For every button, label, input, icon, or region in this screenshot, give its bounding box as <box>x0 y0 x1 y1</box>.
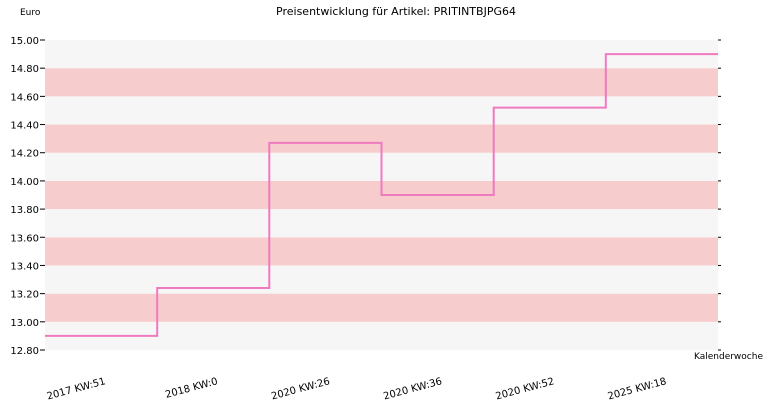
plot-band <box>45 293 718 322</box>
y-tick-label: 14.20 <box>10 149 39 160</box>
plot-band <box>45 68 718 97</box>
plot-band <box>45 265 718 294</box>
y-tick-label: 13.60 <box>10 233 39 244</box>
x-tick-label: 2020 KW:52 <box>494 376 555 400</box>
y-axis-ticks: 12.80 13.00 13.20 13.40 13.60 13.80 14.00 14.20… <box>10 36 721 357</box>
x-tick-label: 2025 KW:18 <box>607 376 668 400</box>
x-tick-label: 2017 KW:51 <box>46 376 107 400</box>
y-axis-label: Euro <box>20 8 41 18</box>
x-axis-tick-labels: 2017 KW:51 2018 KW:0 2020 KW:26 2020 KW:36 2… <box>46 376 668 400</box>
price-series <box>45 53 718 337</box>
plot-band <box>45 96 718 125</box>
chart-title: Preisentwicklung für Artikel: PRITINTBJP… <box>276 5 516 18</box>
x-tick-label: 2020 KW:36 <box>382 376 443 400</box>
plot-band <box>45 237 718 266</box>
y-tick-label: 14.80 <box>10 64 39 75</box>
x-tick-label: 2018 KW:0 <box>164 376 219 400</box>
y-tick-label: 14.00 <box>10 177 39 188</box>
y-tick-label: 14.60 <box>10 92 39 103</box>
y-tick-label: 13.80 <box>10 205 39 216</box>
y-tick-label: 12.80 <box>10 346 39 357</box>
plot-band <box>45 209 718 238</box>
x-tick-label: 2020 KW:26 <box>270 376 331 400</box>
price-step-line <box>45 53 718 337</box>
x-axis-label: Kalenderwoche <box>694 352 763 362</box>
y-tick-label: 15.00 <box>10 36 39 47</box>
y-tick-label: 14.40 <box>10 121 39 132</box>
y-tick-label: 13.00 <box>10 318 39 329</box>
y-tick-label: 13.40 <box>10 261 39 272</box>
y-tick-label: 13.20 <box>10 290 39 301</box>
